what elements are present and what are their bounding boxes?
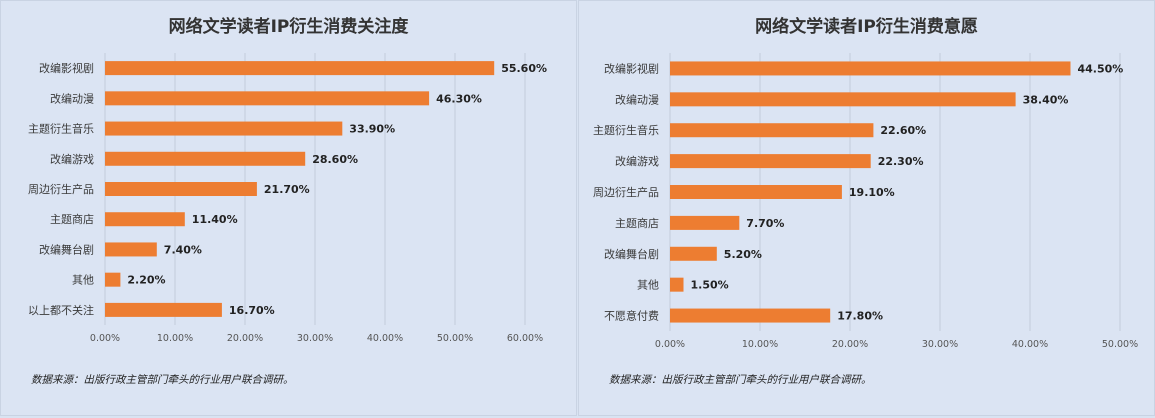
data-label: 21.70% [264, 183, 310, 196]
category-label: 改编游戏 [50, 152, 94, 166]
bar [105, 61, 495, 76]
bar [670, 123, 874, 138]
chart-panel-willingness: 网络文学读者IP衍生消费意愿 0.00% 10.00% 20.00% 30.00% 40… [578, 0, 1155, 416]
bar [105, 272, 121, 287]
category-label: 不愿意付费 [604, 309, 659, 323]
bar [105, 151, 306, 166]
x-tick-label: 30.00% [297, 333, 333, 344]
bar-chart-willingness: 0.00% 10.00% 20.00% 30.00% 40.00% 50.00% 改编影视剧… [593, 53, 1138, 350]
x-tick-label: 40.00% [1012, 339, 1048, 350]
category-label: 改编影视剧 [604, 61, 659, 75]
bar [105, 91, 430, 106]
category-label: 主题衍生音乐 [28, 122, 94, 136]
data-label: 22.30% [878, 155, 924, 168]
category-label: 主题商店 [615, 216, 659, 230]
data-source-note: 数据来源：出版行政主管部门牵头的行业用户联合调研。 [31, 374, 294, 386]
bar [670, 61, 1071, 76]
x-tick-label: 50.00% [1102, 339, 1138, 350]
data-label: 55.60% [501, 62, 547, 75]
data-label: 7.40% [164, 243, 202, 256]
bar [105, 212, 185, 227]
category-label: 主题衍生音乐 [593, 123, 659, 137]
x-tick-label: 30.00% [922, 339, 958, 350]
category-label: 其他 [72, 274, 94, 287]
bar [105, 182, 257, 196]
data-label: 38.40% [1023, 93, 1069, 106]
bar [105, 121, 343, 136]
category-label: 以上都不关注 [28, 303, 94, 317]
category-label: 改编动漫 [615, 92, 659, 106]
chart-panel-attention: 网络文学读者IP衍生消费关注度 0.00% 10.00% 20.00% 30.00% 4… [0, 0, 577, 416]
x-tick-label: 10.00% [157, 333, 193, 344]
data-label: 2.20% [127, 274, 165, 287]
category-label: 改编舞台剧 [604, 247, 659, 261]
bar [670, 154, 871, 169]
bar [670, 215, 740, 230]
chart-title: 网络文学读者IP衍生消费意愿 [755, 17, 978, 37]
data-label: 17.80% [837, 310, 883, 323]
data-label: 7.70% [746, 217, 784, 230]
data-label: 33.90% [349, 123, 395, 136]
bar [670, 185, 842, 199]
bar [670, 277, 684, 292]
data-label: 1.50% [691, 279, 729, 292]
category-label: 主题商店 [50, 212, 94, 226]
data-label: 19.10% [849, 186, 895, 199]
x-tick-label: 10.00% [742, 339, 778, 350]
data-label: 28.60% [312, 153, 358, 166]
x-tick-label: 50.00% [437, 333, 473, 344]
data-source-note: 数据来源：出版行政主管部门牵头的行业用户联合调研。 [609, 374, 872, 386]
chart-title: 网络文学读者IP衍生消费关注度 [168, 17, 409, 37]
data-label: 22.60% [880, 124, 926, 137]
x-tick-label: 0.00% [655, 339, 685, 350]
category-label: 改编舞台剧 [39, 242, 94, 256]
bar [105, 242, 157, 257]
data-label: 16.70% [229, 304, 275, 317]
bar [105, 302, 222, 317]
data-label: 44.50% [1078, 62, 1124, 75]
x-tick-label: 20.00% [227, 333, 263, 344]
bar [670, 246, 717, 261]
category-label: 其他 [637, 279, 659, 292]
bar [670, 308, 831, 323]
x-tick-label: 40.00% [367, 333, 403, 344]
bar [670, 92, 1016, 107]
x-tick-label: 20.00% [832, 339, 868, 350]
x-tick-label: 0.00% [90, 333, 120, 344]
category-label: 改编动漫 [50, 91, 94, 105]
category-label: 周边衍生产品 [28, 182, 94, 196]
category-label: 改编影视剧 [39, 61, 94, 75]
x-tick-label: 60.00% [507, 333, 543, 344]
bar-chart-attention: 0.00% 10.00% 20.00% 30.00% 40.00% 50.00% 60.00… [28, 53, 547, 344]
data-label: 46.30% [436, 92, 482, 105]
data-label: 11.40% [192, 213, 238, 226]
category-label: 改编游戏 [615, 154, 659, 168]
category-label: 周边衍生产品 [593, 185, 659, 199]
data-label: 5.20% [724, 248, 762, 261]
